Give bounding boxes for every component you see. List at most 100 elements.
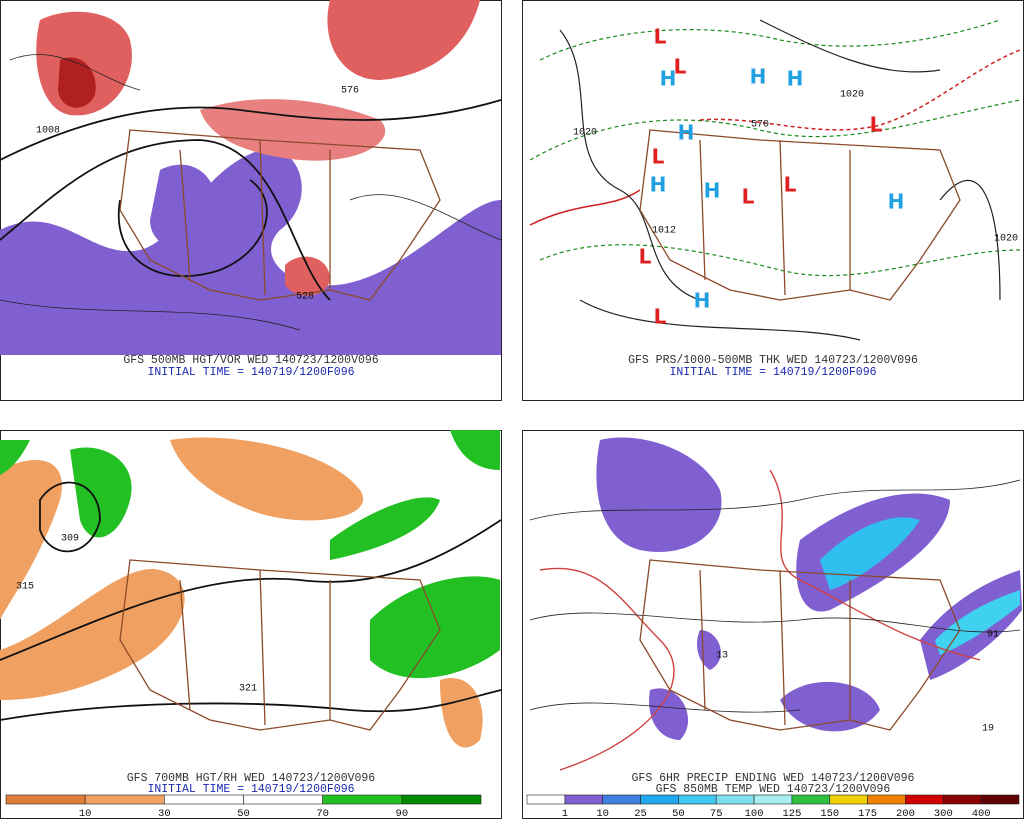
panel-caption: GFS 850MB TEMP WED 140723/1200V096: [656, 783, 891, 796]
boundaries: [119, 559, 441, 731]
contour-label: 576: [341, 86, 359, 97]
pressure-center: H: [787, 67, 804, 91]
contour-label: 1020: [994, 234, 1018, 245]
precip-moderate: [820, 517, 920, 590]
panel-caption: GFS 6HR PRECIP ENDING WED 140723/1200V09…: [632, 772, 915, 785]
colorbar-swatch: [602, 794, 641, 805]
colorbar-swatch: [829, 794, 868, 805]
pressure-center: L: [742, 185, 755, 209]
vorticity-map: [0, 0, 502, 355]
contour-label: 13: [716, 651, 728, 662]
pressure-center: L: [870, 113, 883, 137]
colorbar-label: 10: [596, 808, 609, 819]
colorbar-label: 1: [562, 808, 568, 819]
vorticity-positive: [327, 0, 480, 80]
colorbar-label: 300: [934, 808, 953, 819]
colorbar-swatch: [678, 794, 717, 805]
contour-label: 1008: [36, 126, 60, 137]
vorticity-negative: [150, 164, 217, 249]
pressure-map: [529, 19, 1021, 341]
colorbar-label: 25: [634, 808, 647, 819]
colorbar-label: 50: [237, 808, 250, 819]
colorbar-label: 400: [972, 808, 991, 819]
rh-moist: [370, 576, 500, 679]
panel-caption: GFS PRS/1000-500MB THK WED 140723/1200V0…: [628, 354, 918, 367]
pressure-center: L: [784, 173, 797, 197]
height-contour: [117, 179, 268, 278]
precip-light: [596, 437, 722, 552]
colorbar-label: 125: [782, 808, 801, 819]
rh-moist: [330, 497, 440, 560]
pressure-centers: L L H H H H L L H H L L H L H L: [639, 25, 905, 329]
humidity-map: [0, 430, 502, 748]
rh-dry: [0, 569, 185, 700]
colorbar-swatch: [791, 794, 831, 805]
colorbar-label: 30: [158, 808, 171, 819]
pressure-center: L: [639, 245, 652, 269]
colorbar-swatch: [867, 794, 906, 805]
thickness-570: [699, 49, 1021, 131]
freezing-line: [539, 469, 981, 771]
precip-map: [529, 437, 1022, 771]
temp-contour: [529, 479, 1021, 713]
thickness-contour: [539, 244, 1021, 277]
rh-dry: [170, 437, 364, 521]
contour-label: 91: [987, 630, 999, 641]
colorbar-swatch: [243, 794, 323, 805]
height-contour: [0, 519, 502, 661]
isobar: [559, 19, 1001, 341]
contour-label: 1020: [573, 128, 597, 139]
contour-label: 309: [61, 534, 79, 545]
height-contour: [0, 139, 331, 301]
pressure-center: H: [888, 190, 905, 214]
colorbar-swatch: [640, 794, 679, 805]
rh-dry: [0, 460, 62, 620]
initial-time: INITIAL TIME = 140719/1200F096: [147, 366, 354, 379]
pressure-center: H: [704, 179, 721, 203]
colorbar-swatch: [753, 794, 793, 805]
vorticity-contour: [0, 54, 502, 331]
precip-light: [649, 630, 880, 740]
colorbar-swatch: [84, 794, 165, 805]
height-contour: [0, 481, 502, 721]
boundaries: [639, 129, 961, 301]
pressure-center: L: [654, 25, 667, 49]
colorbar-label: 90: [396, 808, 409, 819]
pressure-center: H: [694, 289, 711, 313]
boundaries: [119, 129, 441, 301]
colorbar-swatch: [526, 794, 566, 805]
colorbar-label: 100: [745, 808, 764, 819]
pressure-center: L: [674, 55, 687, 79]
contour-label: 528: [296, 292, 314, 303]
thickness-contour: [529, 99, 1021, 161]
colorbar-swatch: [401, 794, 482, 805]
colorbar-label: 200: [896, 808, 915, 819]
colorbar-swatch: [564, 794, 603, 805]
thickness-570: [529, 189, 641, 226]
contour-label: 19: [982, 724, 994, 735]
panel-caption: GFS 500MB HGT/VOR WED 140723/1200V096: [123, 354, 378, 367]
contour-label: 315: [16, 582, 34, 593]
contour-label: 1020: [840, 90, 864, 101]
contour-label: 1012: [652, 226, 676, 237]
thickness-contour: [539, 19, 1001, 61]
colorbar-label: 175: [858, 808, 877, 819]
initial-time: INITIAL TIME = 140719/1200F096: [669, 366, 876, 379]
colorbar-swatch: [322, 794, 403, 805]
rh-moist: [70, 447, 132, 538]
precip-moderate: [935, 590, 1020, 655]
panel-frame: [522, 0, 1024, 401]
pressure-center: H: [678, 121, 695, 145]
pressure-center: L: [652, 145, 665, 169]
vorticity-positive: [58, 57, 96, 108]
pressure-center: H: [750, 65, 767, 89]
colorbar-label: 70: [316, 808, 329, 819]
colorbar-swatch: [943, 794, 982, 805]
colorbar-swatch: [980, 794, 1020, 805]
vorticity-negative: [0, 148, 501, 355]
colorbar-swatch: [5, 794, 86, 805]
contour-label: 570: [751, 120, 769, 131]
boundaries: [639, 559, 961, 731]
